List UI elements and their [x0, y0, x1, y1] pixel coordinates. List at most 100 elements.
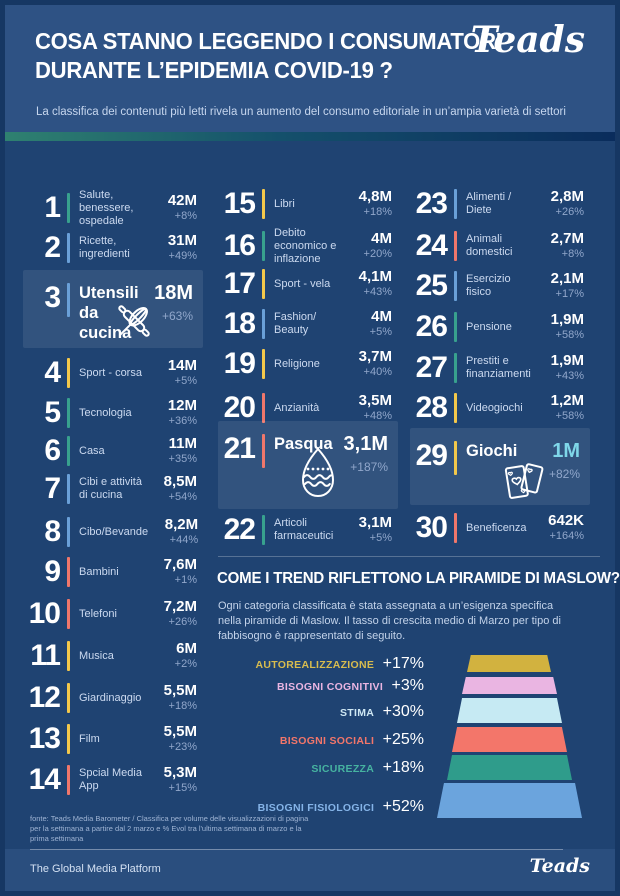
- category-label: Cibo/Bevande: [79, 525, 149, 538]
- footer-divider: [30, 849, 563, 850]
- value-block: 642K +164%: [538, 513, 584, 543]
- ranking-column-3: 23 Alimenti / Diete 2,8M +26% 24 Animali…: [410, 0, 590, 896]
- rank-number: 24: [415, 229, 448, 262]
- category-label: Videogiochi: [466, 401, 523, 414]
- pyramid-category: AUTOREALIZZAZIONE: [255, 659, 375, 671]
- pyramid-category: BISOGNI COGNITIVI: [277, 681, 384, 693]
- category-label: Cibi e attività di cucina: [79, 476, 142, 501]
- value: 1,9M: [550, 352, 584, 369]
- ranking-row: 17 Sport - vela 4,1M +43%: [218, 267, 398, 301]
- change: +36%: [168, 415, 197, 427]
- value: 2,8M: [550, 188, 584, 205]
- accent-bar: [454, 271, 457, 301]
- value-block: 8,5M +54%: [151, 474, 197, 504]
- ranking-row: 26 Pensione 1,9M +58%: [410, 310, 590, 344]
- category-label: Libri: [274, 197, 295, 210]
- category-label: Salute, benessere, ospedale: [79, 188, 134, 227]
- category-label: Tecnologia: [79, 406, 132, 419]
- pyramid-level-bisogni-sociali: [452, 727, 567, 752]
- value-block: 7,2M +26%: [151, 599, 197, 629]
- rank-number: 11: [30, 639, 61, 672]
- pyramid-level-bisogni-fisiologici: [437, 783, 582, 818]
- accent-bar: [67, 358, 70, 388]
- rank-number: 9: [44, 555, 61, 588]
- value-block: 4M +5%: [346, 309, 392, 339]
- rank-number: 10: [28, 597, 61, 630]
- rank-number: 27: [415, 351, 448, 384]
- value-block: 31M +49%: [151, 233, 197, 263]
- value: 5,3M: [163, 764, 197, 781]
- rank-number: 17: [223, 267, 256, 300]
- accent-bar: [67, 641, 70, 671]
- ranking-row: 7 Cibi e attività di cucina 8,5M +54%: [23, 468, 203, 510]
- value: 2,1M: [550, 270, 584, 287]
- change: +35%: [168, 453, 197, 465]
- accent-bar: [262, 393, 265, 423]
- page-title: COSA STANNO LEGGENDO I CONSUMATORI DURAN…: [35, 27, 502, 85]
- rank-number: 14: [28, 763, 61, 796]
- value: 11M: [168, 435, 197, 452]
- accent-bar: [67, 283, 70, 317]
- accent-bar: [454, 441, 457, 475]
- value: 42M: [167, 192, 197, 209]
- accent-bar: [454, 513, 457, 543]
- value: 1,9M: [550, 311, 584, 328]
- pyramid-label: SICUREZZA +18%: [311, 756, 424, 781]
- value-block: 1,9M +43%: [538, 353, 584, 383]
- ranking-row: 4 Sport - corsa 14M +5%: [23, 356, 203, 390]
- pyramid-label: AUTOREALIZZAZIONE +17%: [256, 655, 424, 674]
- pyramid-category: BISOGNI FISIOLOGICI: [257, 802, 375, 814]
- value-block: 3,5M +48%: [346, 393, 392, 423]
- category-label: Casa: [79, 444, 105, 457]
- category-label: Esercizio fisico: [466, 273, 511, 298]
- accent-bar: [262, 309, 265, 339]
- accent-bar: [262, 231, 265, 261]
- value-block: 5,5M +23%: [151, 724, 197, 754]
- pyramid-category: BISOGNI SOCIALI: [279, 735, 375, 747]
- gradient-divider: [5, 132, 615, 141]
- pyramid-change: +3%: [391, 677, 424, 694]
- easter-egg-icon: [298, 447, 338, 499]
- change: +5%: [174, 375, 197, 387]
- rank-number: 7: [44, 472, 61, 505]
- value: 3,7M: [358, 348, 392, 365]
- value-block: 2,8M +26%: [538, 189, 584, 219]
- pyramid-change: +25%: [382, 731, 424, 748]
- change: +8%: [561, 248, 584, 260]
- change: +20%: [363, 248, 392, 260]
- ranking-row: 10 Telefoni 7,2M +26%: [23, 597, 203, 631]
- value-block: 3,1M +187%: [342, 434, 388, 474]
- section-divider: [218, 556, 600, 557]
- rank-number: 20: [223, 391, 256, 424]
- ranking-row: 9 Bambini 7,6M +1%: [23, 555, 203, 589]
- value-block: 6M +2%: [151, 641, 197, 671]
- category-label: Articoli farmaceutici: [274, 517, 334, 542]
- ranking-row: 5 Tecnologia 12M +36%: [23, 396, 203, 430]
- value-block: 3,1M +5%: [346, 515, 392, 545]
- header: COSA STANNO LEGGENDO I CONSUMATORI DURAN…: [5, 5, 615, 132]
- value: 1,2M: [550, 392, 584, 409]
- change: +18%: [363, 206, 392, 218]
- change: +5%: [369, 326, 392, 338]
- rank-number: 8: [44, 515, 61, 548]
- kitchen-utensils-icon: [111, 298, 157, 344]
- change: +23%: [168, 741, 197, 753]
- maslow-description: Ogni categoria classificata è stata asse…: [218, 600, 561, 642]
- accent-bar: [454, 189, 457, 219]
- value: 5,5M: [163, 682, 197, 699]
- rank-number: 30: [415, 511, 448, 544]
- rank-number: 5: [44, 396, 61, 429]
- ranking-row: 25 Esercizio fisico 2,1M +17%: [410, 269, 590, 303]
- value: 4,1M: [358, 268, 392, 285]
- page-title-line2: DURANTE L’EPIDEMIA COVID-19 ?: [35, 57, 393, 83]
- rank-number: 26: [415, 310, 448, 343]
- pyramid-level-bisogni-cognitivi: [462, 677, 557, 694]
- value-block: 4,1M +43%: [346, 269, 392, 299]
- value: 12M: [167, 397, 197, 414]
- accent-bar: [262, 434, 265, 468]
- pyramid-level-stima: [457, 698, 562, 723]
- rank-number: 22: [223, 513, 256, 546]
- accent-bar: [67, 398, 70, 428]
- value-block: 14M +5%: [151, 358, 197, 388]
